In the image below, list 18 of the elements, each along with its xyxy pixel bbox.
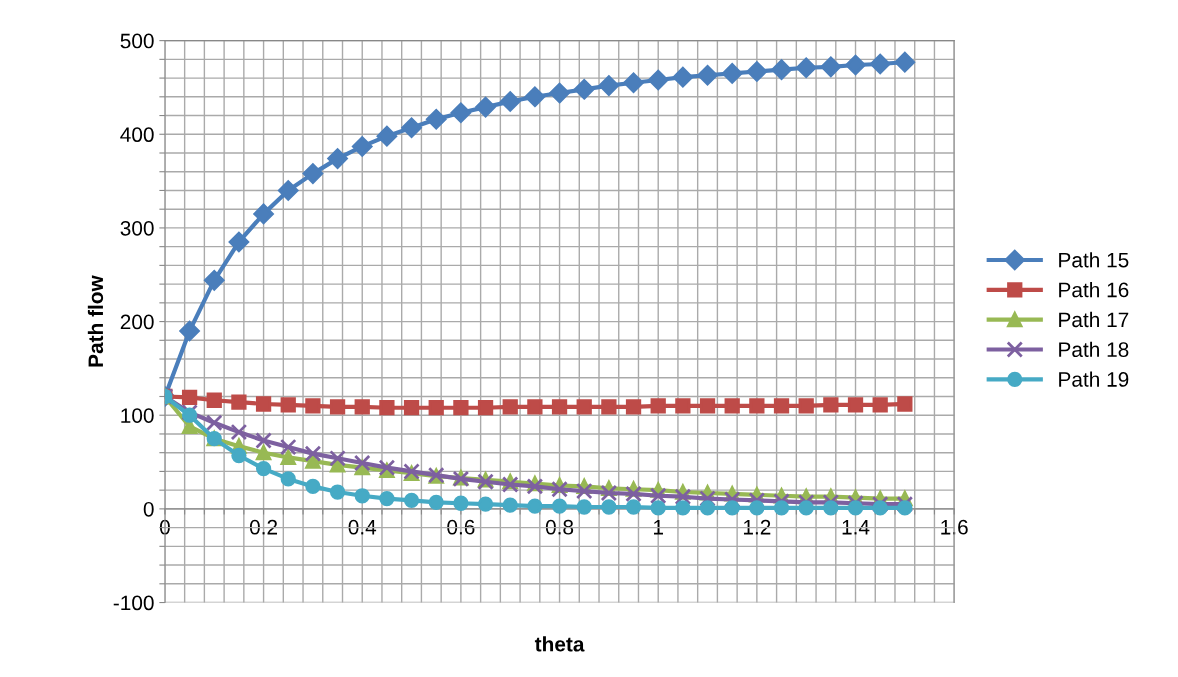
legend-label: Path 15 xyxy=(1059,252,1129,268)
y-tick-label: 300 xyxy=(120,220,154,236)
legend-label: Path 19 xyxy=(1059,371,1129,387)
x-tick-label: 1.2 xyxy=(743,519,771,535)
x-tick-label: 1 xyxy=(654,520,663,535)
y-tick-label: 200 xyxy=(120,314,154,330)
x-tick-label: 0 xyxy=(159,519,170,535)
legend-label: Path 18 xyxy=(1059,341,1129,357)
legend-label: Path 17 xyxy=(1059,311,1129,328)
y-tick-label: 500 xyxy=(120,33,154,49)
y-tick-label: -100 xyxy=(113,595,154,611)
y-tick-label: 100 xyxy=(121,408,154,423)
x-tick-label: 1.6 xyxy=(941,519,968,535)
y-tick-label: 400 xyxy=(120,127,154,143)
legend-label: Path 16 xyxy=(1059,282,1129,298)
y-tick-label: 0 xyxy=(143,501,154,517)
y-axis-title: Path flow xyxy=(87,275,104,367)
x-axis-title: theta xyxy=(534,636,585,652)
